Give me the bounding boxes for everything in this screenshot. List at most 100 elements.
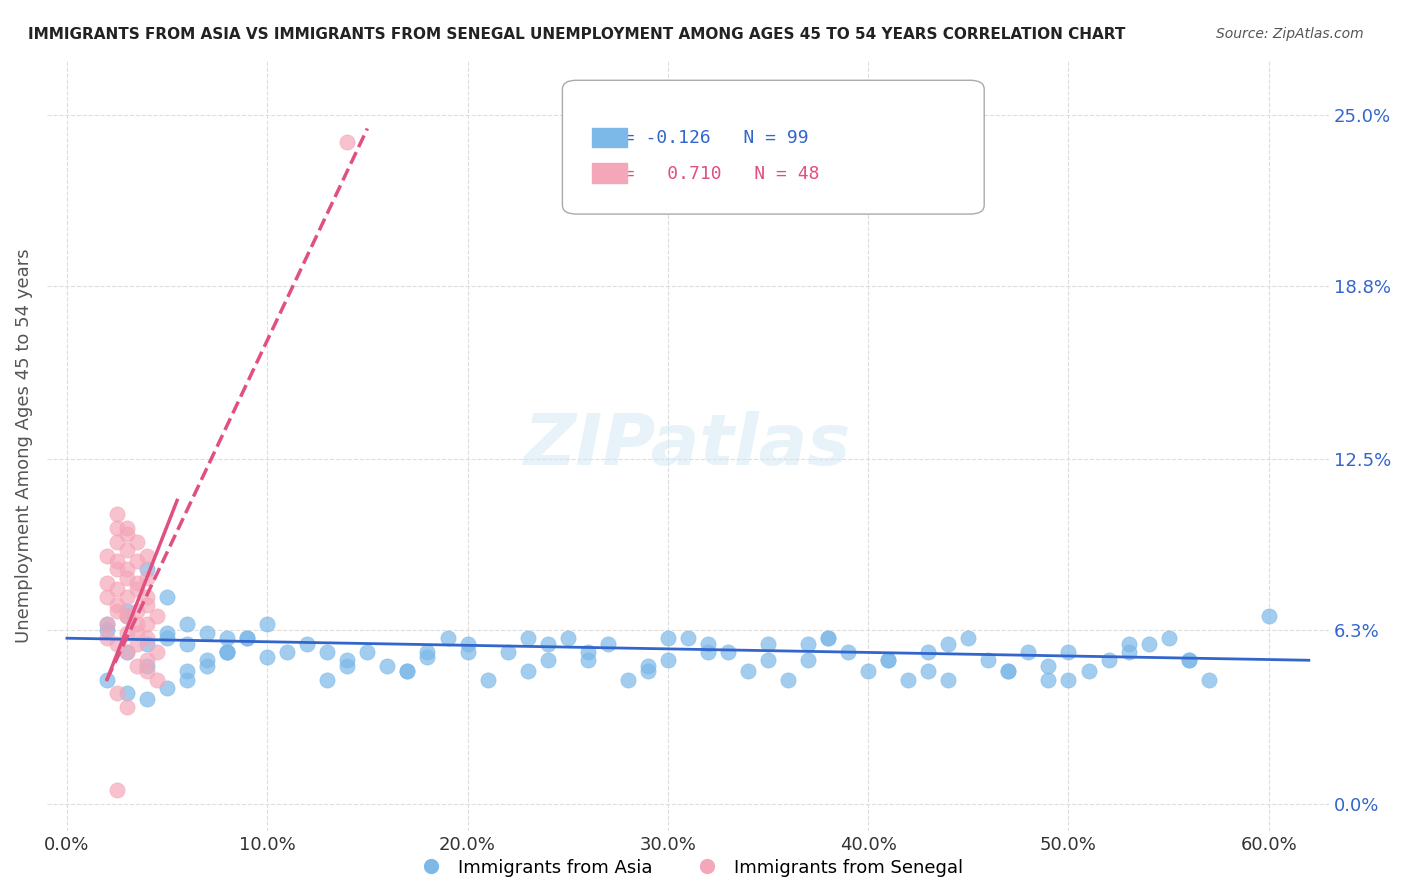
Point — [125, 554, 148, 568]
Point — [356, 645, 378, 659]
Point — [316, 645, 339, 659]
Point — [115, 609, 138, 624]
Point — [537, 637, 560, 651]
Point — [125, 534, 148, 549]
Point — [997, 665, 1019, 679]
Point — [176, 665, 198, 679]
Point — [657, 653, 679, 667]
Point — [1097, 653, 1119, 667]
Point — [146, 645, 169, 659]
Point — [1057, 645, 1080, 659]
Point — [125, 604, 148, 618]
Point — [1038, 658, 1060, 673]
Point — [96, 623, 118, 637]
Point — [856, 665, 879, 679]
Point — [1177, 653, 1199, 667]
Point — [457, 637, 479, 651]
Point — [877, 653, 900, 667]
Point — [136, 571, 159, 585]
Point — [256, 650, 278, 665]
Point — [936, 673, 959, 687]
Point — [516, 631, 538, 645]
Point — [146, 673, 169, 687]
Point — [136, 617, 159, 632]
Point — [617, 673, 640, 687]
Point — [176, 673, 198, 687]
Point — [96, 576, 118, 591]
Point — [737, 665, 759, 679]
Point — [96, 590, 118, 604]
Point — [336, 653, 359, 667]
Point — [917, 665, 939, 679]
Point — [96, 617, 118, 632]
Point — [136, 658, 159, 673]
Point — [156, 681, 179, 695]
Point — [115, 645, 138, 659]
Point — [125, 658, 148, 673]
Point — [676, 631, 699, 645]
Point — [657, 631, 679, 645]
Point — [1038, 673, 1060, 687]
Point — [125, 637, 148, 651]
Point — [756, 653, 779, 667]
Point — [105, 534, 128, 549]
Point — [176, 617, 198, 632]
Point — [105, 686, 128, 700]
Point — [1157, 631, 1180, 645]
Point — [136, 631, 159, 645]
Point — [96, 549, 118, 563]
Point — [115, 526, 138, 541]
Point — [217, 645, 239, 659]
Point — [457, 645, 479, 659]
Point — [176, 637, 198, 651]
Point — [136, 665, 159, 679]
Point — [105, 582, 128, 596]
Point — [416, 650, 439, 665]
Point — [136, 598, 159, 612]
Point — [115, 543, 138, 558]
Text: ZIPatlas: ZIPatlas — [524, 411, 852, 480]
Point — [217, 631, 239, 645]
Point — [797, 637, 820, 651]
Point — [1077, 665, 1099, 679]
Point — [1137, 637, 1160, 651]
Text: Source: ZipAtlas.com: Source: ZipAtlas.com — [1216, 27, 1364, 41]
Point — [96, 673, 118, 687]
Point — [1118, 637, 1140, 651]
Point — [195, 658, 218, 673]
Point — [336, 135, 359, 149]
Point — [396, 665, 419, 679]
Point — [236, 631, 259, 645]
Point — [416, 645, 439, 659]
Point — [105, 562, 128, 576]
Point — [1198, 673, 1220, 687]
Point — [136, 549, 159, 563]
Point — [156, 625, 179, 640]
Point — [496, 645, 519, 659]
Point — [96, 617, 118, 632]
Point — [336, 658, 359, 673]
Point — [637, 658, 659, 673]
Point — [105, 521, 128, 535]
Point — [877, 653, 900, 667]
Point — [797, 653, 820, 667]
Point — [917, 645, 939, 659]
Point — [136, 562, 159, 576]
Point — [217, 645, 239, 659]
Y-axis label: Unemployment Among Ages 45 to 54 years: Unemployment Among Ages 45 to 54 years — [15, 248, 32, 642]
Text: R =   0.710   N = 48: R = 0.710 N = 48 — [602, 165, 820, 183]
Text: IMMIGRANTS FROM ASIA VS IMMIGRANTS FROM SENEGAL UNEMPLOYMENT AMONG AGES 45 TO 54: IMMIGRANTS FROM ASIA VS IMMIGRANTS FROM … — [28, 27, 1125, 42]
Point — [115, 590, 138, 604]
Point — [115, 700, 138, 714]
Point — [125, 625, 148, 640]
Point — [696, 645, 718, 659]
Point — [977, 653, 1000, 667]
Point — [195, 625, 218, 640]
Legend: Immigrants from Asia, Immigrants from Senegal: Immigrants from Asia, Immigrants from Se… — [406, 851, 970, 884]
Point — [136, 590, 159, 604]
Point — [115, 609, 138, 624]
Point — [817, 631, 839, 645]
Point — [396, 665, 419, 679]
Point — [105, 604, 128, 618]
Point — [637, 665, 659, 679]
